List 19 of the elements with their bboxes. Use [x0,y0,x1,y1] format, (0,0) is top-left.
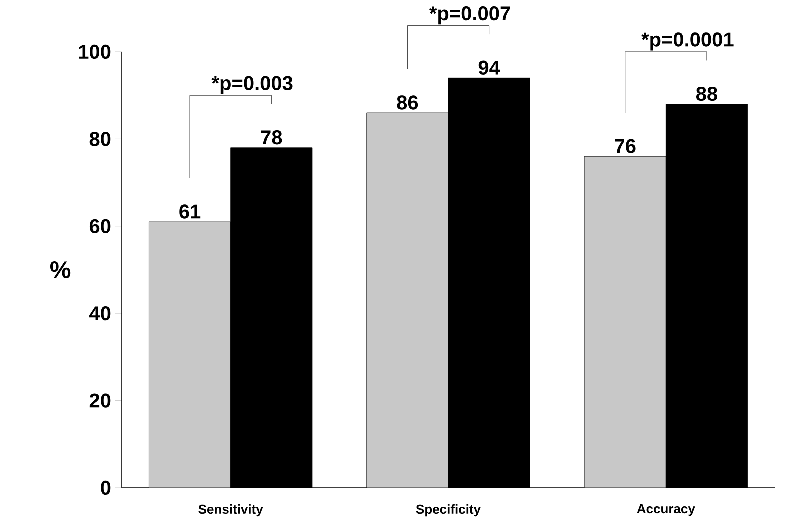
y-tick-label: 40 [90,306,111,321]
x-tick-label: Specificity [416,504,481,517]
annotation: *p=0.003 [212,76,293,94]
x-tick-label: Accuracy [637,504,696,516]
data-label: 88 [696,86,718,102]
data-label: 78 [261,130,282,145]
y-tick-label: 60 [90,219,111,234]
y-axis-title: % [50,262,71,278]
y-tick-label: 80 [90,132,111,146]
y-tick-label: 20 [90,394,111,408]
data-label: 61 [180,204,201,219]
text: *p=0.0001 [642,32,734,51]
y-tick-label: 100 [79,44,111,60]
text: *p=0.007 [429,6,510,25]
data-label: 76 [615,139,636,154]
data-label: 86 [397,96,418,110]
y-tick-label: 0 [101,480,111,496]
x-tick-label: Sensitivity [198,504,264,517]
data-label: 94 [478,60,500,75]
